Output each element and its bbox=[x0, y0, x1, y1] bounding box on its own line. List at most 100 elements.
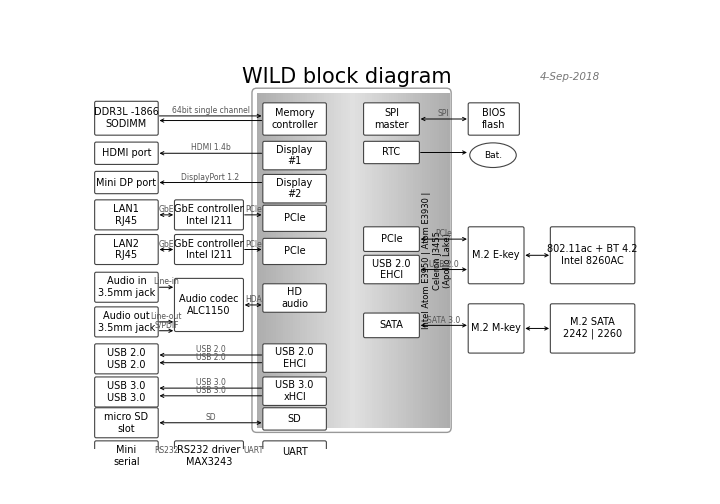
Bar bbox=[410, 93, 413, 428]
FancyBboxPatch shape bbox=[364, 227, 419, 251]
FancyBboxPatch shape bbox=[263, 284, 326, 312]
Text: SATA 3.0: SATA 3.0 bbox=[427, 316, 460, 325]
Bar bbox=[322, 93, 325, 428]
FancyBboxPatch shape bbox=[468, 227, 524, 284]
Bar bbox=[427, 93, 431, 428]
Text: USB 3.0: USB 3.0 bbox=[196, 379, 225, 388]
FancyBboxPatch shape bbox=[263, 344, 326, 372]
Bar bbox=[398, 93, 402, 428]
Bar bbox=[333, 93, 337, 428]
Text: Audio codec
ALC1150: Audio codec ALC1150 bbox=[179, 294, 239, 316]
Text: micro SD
slot: micro SD slot bbox=[104, 412, 148, 433]
Text: USB 2.0
EHCI: USB 2.0 EHCI bbox=[275, 347, 314, 369]
Bar bbox=[343, 93, 346, 428]
Text: WILD block diagram: WILD block diagram bbox=[242, 68, 451, 87]
Text: RS232 driver
MAX3243: RS232 driver MAX3243 bbox=[177, 445, 240, 467]
FancyBboxPatch shape bbox=[94, 171, 158, 194]
FancyBboxPatch shape bbox=[94, 408, 158, 438]
Text: PCIe: PCIe bbox=[436, 229, 452, 238]
Bar bbox=[401, 93, 404, 428]
Text: HDMI port: HDMI port bbox=[102, 148, 151, 158]
Bar bbox=[261, 93, 264, 428]
Bar bbox=[341, 93, 344, 428]
Bar bbox=[389, 93, 392, 428]
Bar bbox=[264, 93, 267, 428]
Bar bbox=[384, 93, 387, 428]
Bar bbox=[355, 93, 359, 428]
FancyBboxPatch shape bbox=[263, 441, 326, 463]
Bar bbox=[379, 93, 382, 428]
FancyBboxPatch shape bbox=[263, 141, 326, 170]
Text: Audio in
3.5mm jack: Audio in 3.5mm jack bbox=[98, 277, 155, 298]
Text: DisplayPort 1.2: DisplayPort 1.2 bbox=[181, 173, 240, 182]
Text: HD
audio: HD audio bbox=[281, 287, 308, 309]
Bar bbox=[362, 93, 366, 428]
Text: USB 3.0
xHCI: USB 3.0 xHCI bbox=[276, 381, 314, 402]
Text: SD: SD bbox=[205, 413, 216, 422]
FancyBboxPatch shape bbox=[174, 278, 243, 332]
Text: USB 2.0: USB 2.0 bbox=[196, 345, 225, 354]
Bar bbox=[444, 93, 447, 428]
Bar bbox=[382, 93, 384, 428]
FancyBboxPatch shape bbox=[174, 234, 243, 265]
Bar bbox=[377, 93, 380, 428]
Text: USB 3.0
USB 3.0: USB 3.0 USB 3.0 bbox=[107, 381, 145, 403]
Text: Line-in: Line-in bbox=[153, 278, 179, 286]
Bar bbox=[439, 93, 442, 428]
Bar bbox=[446, 93, 450, 428]
Bar bbox=[372, 93, 375, 428]
Bar bbox=[408, 93, 411, 428]
Text: USB 2.0: USB 2.0 bbox=[196, 353, 225, 362]
Text: Bat.: Bat. bbox=[484, 151, 502, 160]
FancyBboxPatch shape bbox=[174, 200, 243, 230]
Bar bbox=[358, 93, 361, 428]
FancyBboxPatch shape bbox=[468, 103, 519, 135]
FancyBboxPatch shape bbox=[364, 256, 419, 284]
Bar bbox=[336, 93, 339, 428]
Bar bbox=[434, 93, 438, 428]
FancyBboxPatch shape bbox=[174, 441, 243, 471]
Bar bbox=[315, 93, 318, 428]
Text: M.2 SATA
2242 | 2260: M.2 SATA 2242 | 2260 bbox=[563, 318, 622, 340]
Bar bbox=[256, 93, 260, 428]
Bar bbox=[338, 93, 341, 428]
Text: BIOS
flash: BIOS flash bbox=[482, 108, 505, 130]
Text: PCIe: PCIe bbox=[284, 213, 305, 223]
Bar bbox=[423, 93, 426, 428]
Bar bbox=[437, 93, 440, 428]
FancyBboxPatch shape bbox=[263, 408, 326, 430]
FancyBboxPatch shape bbox=[550, 227, 635, 284]
Bar bbox=[297, 93, 301, 428]
Text: Intel Atom E3950 | Atom E3930 |
Celeron J3455
(Apollo Lake): Intel Atom E3950 | Atom E3930 | Celeron … bbox=[423, 192, 452, 329]
Bar bbox=[259, 93, 262, 428]
Text: Display
#2: Display #2 bbox=[276, 178, 312, 200]
Text: GbE controller
Intel I211: GbE controller Intel I211 bbox=[174, 239, 243, 260]
Bar bbox=[329, 93, 332, 428]
Text: Line-out: Line-out bbox=[150, 312, 182, 321]
Bar bbox=[285, 93, 289, 428]
Text: HDMI 1.4b: HDMI 1.4b bbox=[191, 144, 230, 153]
Text: SATA: SATA bbox=[379, 321, 403, 330]
Bar bbox=[432, 93, 435, 428]
FancyBboxPatch shape bbox=[94, 272, 158, 302]
Bar bbox=[300, 93, 303, 428]
Bar bbox=[276, 93, 279, 428]
Bar bbox=[295, 93, 298, 428]
Bar bbox=[288, 93, 291, 428]
Bar bbox=[326, 93, 330, 428]
Text: SPI
master: SPI master bbox=[374, 108, 409, 130]
FancyBboxPatch shape bbox=[468, 304, 524, 353]
FancyBboxPatch shape bbox=[94, 377, 158, 407]
Bar bbox=[360, 93, 363, 428]
Bar bbox=[420, 93, 423, 428]
Text: 4-Sep-2018: 4-Sep-2018 bbox=[540, 73, 600, 83]
Bar bbox=[405, 93, 409, 428]
Bar bbox=[269, 93, 271, 428]
FancyBboxPatch shape bbox=[263, 377, 326, 405]
Text: USB 2.0: USB 2.0 bbox=[429, 260, 459, 269]
Bar bbox=[353, 93, 356, 428]
Text: GbE: GbE bbox=[158, 205, 174, 214]
Bar bbox=[348, 93, 351, 428]
Text: Display
#1: Display #1 bbox=[276, 145, 312, 166]
FancyBboxPatch shape bbox=[94, 200, 158, 230]
